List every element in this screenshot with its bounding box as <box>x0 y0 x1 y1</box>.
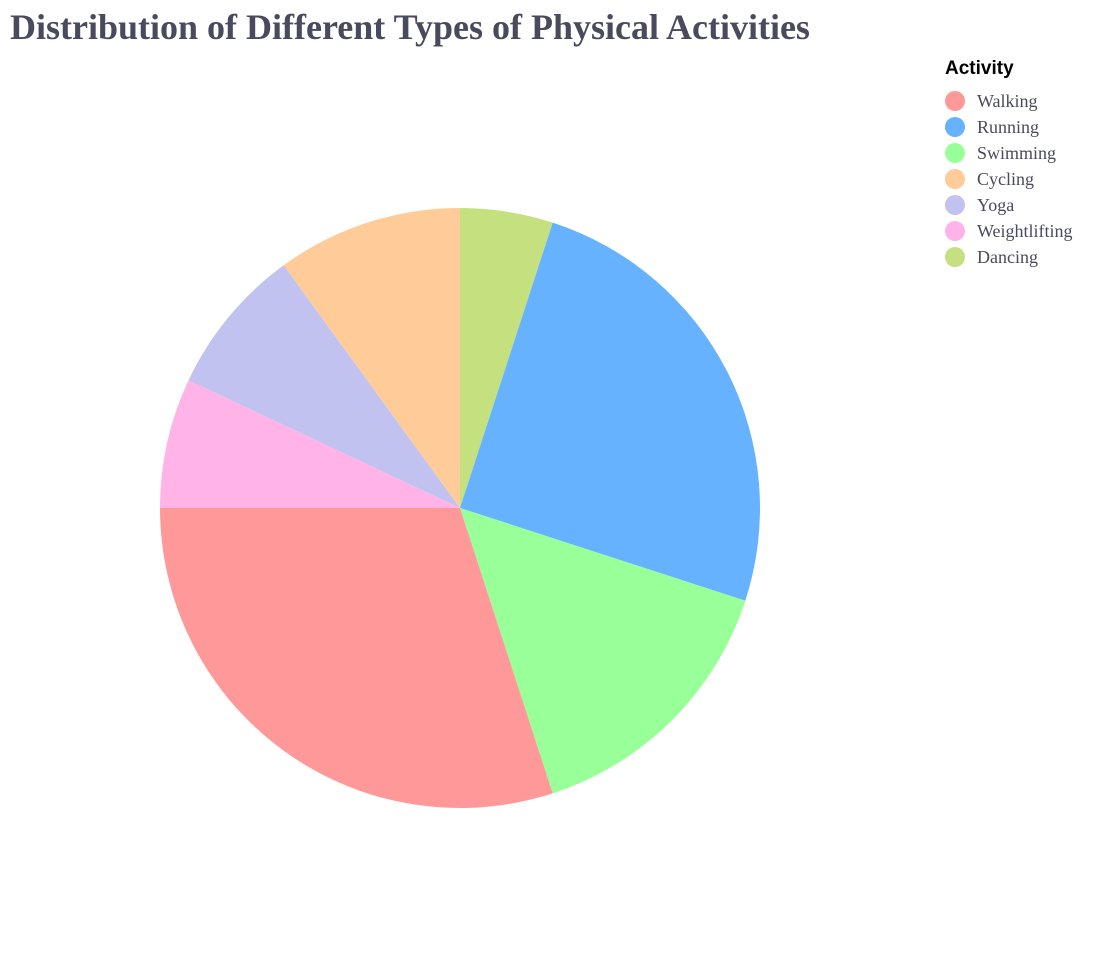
legend-label-swimming: Swimming <box>977 142 1057 163</box>
legend-item-running[interactable]: Running <box>945 114 1073 140</box>
pie-slice-swimming[interactable] <box>460 508 746 794</box>
legend-swatch-cycling <box>945 169 965 189</box>
pie-slice-yoga[interactable] <box>188 265 461 508</box>
legend-item-cycling[interactable]: Cycling <box>945 166 1073 192</box>
legend-item-yoga[interactable]: Yoga <box>945 192 1073 218</box>
legend-item-walking[interactable]: Walking <box>945 88 1073 114</box>
legend-items: Walking Running Swimming Cycling Yoga Weightl… <box>945 88 1073 270</box>
legend-label-weightlifting: Weightlifting <box>977 220 1073 241</box>
pie-slice-weightlifting[interactable] <box>160 380 460 508</box>
legend-item-dancing[interactable]: Dancing <box>945 244 1073 270</box>
legend-swatch-swimming <box>945 143 965 163</box>
legend-title: Activity <box>945 58 1014 79</box>
legend-item-weightlifting[interactable]: Weightlifting <box>945 218 1073 244</box>
legend-label-walking: Walking <box>977 90 1038 111</box>
pie-slice-dancing[interactable] <box>460 207 553 508</box>
legend-swatch-running <box>945 117 965 137</box>
pie-slice-running[interactable] <box>460 222 761 601</box>
pie-slice-cycling[interactable] <box>283 208 460 508</box>
pie-slice-walking[interactable] <box>160 508 553 809</box>
legend-item-swimming[interactable]: Swimming <box>945 140 1073 166</box>
legend-label-yoga: Yoga <box>977 194 1015 215</box>
legend: Activity Walking Running Swimming Cycling Yo… <box>945 58 1073 270</box>
legend-label-dancing: Dancing <box>977 246 1038 267</box>
legend-swatch-walking <box>945 91 965 111</box>
legend-label-cycling: Cycling <box>977 168 1034 189</box>
legend-swatch-dancing <box>945 247 965 267</box>
legend-swatch-weightlifting <box>945 221 965 241</box>
chart-title: Distribution of Different Types of Physi… <box>10 7 810 47</box>
legend-label-running: Running <box>977 116 1040 137</box>
legend-swatch-yoga <box>945 195 965 215</box>
